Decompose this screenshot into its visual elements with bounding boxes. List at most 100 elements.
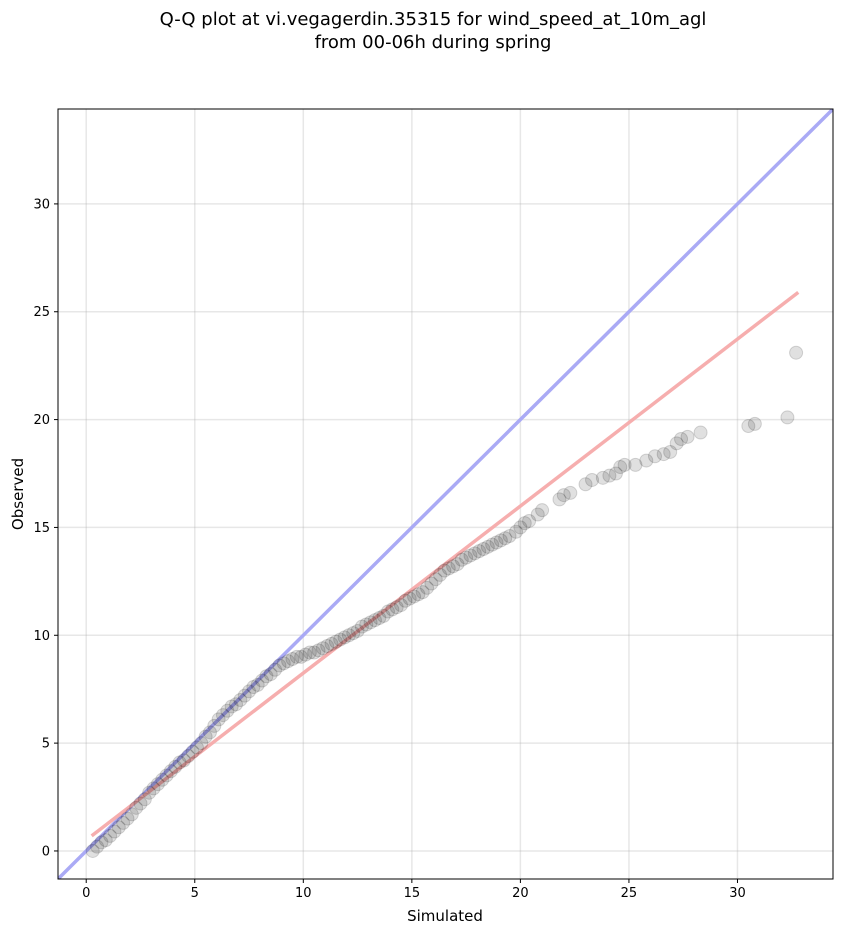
data-point <box>237 688 252 703</box>
data-point <box>103 828 118 843</box>
data-point <box>415 585 430 600</box>
data-point <box>311 643 326 658</box>
data-point <box>489 535 504 550</box>
data-point <box>215 708 230 723</box>
data-point <box>276 656 291 671</box>
data-point <box>124 807 139 822</box>
data-point <box>420 580 435 595</box>
grid <box>58 109 833 879</box>
x-axis-label: Simulated <box>407 907 483 925</box>
data-point <box>459 550 474 565</box>
data-point <box>530 507 545 522</box>
data-point <box>337 630 352 645</box>
plot-frame <box>57 108 834 880</box>
data-point <box>354 619 369 634</box>
data-point <box>680 429 695 444</box>
data-point <box>194 736 209 751</box>
x-tick-label: 25 <box>621 886 638 901</box>
data-point <box>376 608 391 623</box>
x-tick-label: 30 <box>729 886 746 901</box>
scatter-points <box>85 345 804 858</box>
data-point <box>639 453 654 468</box>
data-point <box>346 626 361 641</box>
data-point <box>578 477 593 492</box>
x-tick-label: 5 <box>191 886 199 901</box>
data-point <box>246 680 261 695</box>
data-point <box>281 654 296 669</box>
data-point <box>476 542 491 556</box>
data-point <box>202 725 217 740</box>
data-point <box>272 658 287 673</box>
data-point <box>380 604 395 619</box>
data-point <box>522 513 537 528</box>
data-point <box>189 740 204 755</box>
data-point <box>307 645 322 660</box>
data-point <box>233 692 248 707</box>
chart-title: Q-Q plot at vi.vegagerdin.35315 for wind… <box>0 8 843 54</box>
data-point <box>350 623 365 638</box>
data-point <box>137 792 152 807</box>
data-point <box>168 759 183 774</box>
data-point <box>693 425 708 440</box>
data-point <box>107 824 122 839</box>
data-point <box>613 460 628 475</box>
data-point <box>242 684 257 699</box>
y-tick-label: 0 <box>42 844 50 859</box>
data-point <box>181 749 196 764</box>
data-point <box>628 457 643 472</box>
data-point <box>163 764 178 779</box>
data-point <box>674 432 689 446</box>
y-tick-label: 25 <box>33 305 50 320</box>
fit-line <box>90 290 800 838</box>
data-point <box>268 662 283 677</box>
data-point <box>85 843 100 858</box>
x-tick-label: 0 <box>82 886 90 901</box>
data-point <box>129 800 144 815</box>
data-point <box>780 410 795 425</box>
data-point <box>155 772 170 787</box>
data-point <box>517 516 532 531</box>
data-point <box>229 697 244 712</box>
data-point <box>363 615 378 630</box>
data-point <box>389 600 404 615</box>
data-point <box>211 712 226 727</box>
data-point <box>485 537 500 552</box>
data-point <box>656 447 671 462</box>
data-point <box>133 796 148 811</box>
data-point <box>150 777 165 792</box>
data-point <box>472 544 487 559</box>
y-tick-label: 30 <box>33 197 50 212</box>
data-point <box>176 753 191 768</box>
data-point <box>428 572 443 587</box>
data-point <box>224 699 239 714</box>
x-tick-label: 10 <box>295 886 312 901</box>
data-point <box>120 811 135 826</box>
data-point <box>454 552 469 567</box>
data-point <box>220 703 235 718</box>
data-point <box>255 673 270 688</box>
data-point <box>411 587 426 602</box>
chart-title-line-1: Q-Q plot at vi.vegagerdin.35315 for wind… <box>159 9 707 30</box>
data-point <box>90 839 105 854</box>
data-point <box>333 632 348 647</box>
data-point <box>198 729 213 744</box>
data-point <box>502 529 517 544</box>
data-point <box>285 652 300 666</box>
data-point <box>328 634 343 649</box>
y-tick-label: 10 <box>33 629 50 644</box>
x-tick-label: 15 <box>404 886 421 901</box>
data-point <box>207 718 222 733</box>
y-tick-label: 5 <box>42 737 50 752</box>
data-point <box>320 639 335 654</box>
data-point <box>367 613 382 628</box>
data-point <box>498 531 513 546</box>
data-point <box>433 567 448 582</box>
data-point <box>741 419 756 434</box>
data-point <box>393 598 408 613</box>
ticks: 0 5 10 15 20 25 30 0 5 10 15 20 25 30 <box>33 197 745 901</box>
data-point <box>509 524 524 539</box>
data-point <box>324 636 339 651</box>
data-point <box>556 488 571 503</box>
y-tick-label: 20 <box>33 413 50 428</box>
